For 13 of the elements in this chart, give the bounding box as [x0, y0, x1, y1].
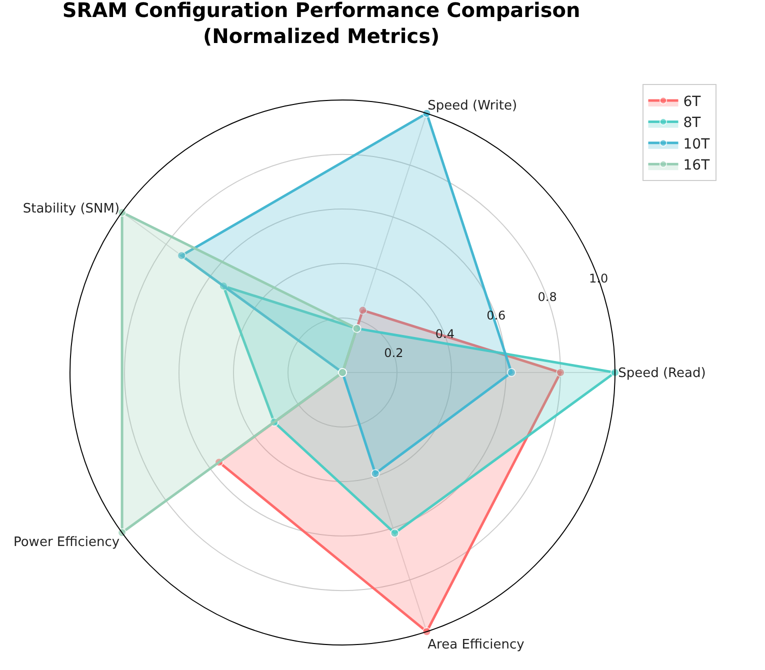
legend-label: 10T: [683, 136, 710, 152]
spoke-label: Speed (Read): [618, 366, 706, 382]
spoke-label: Speed (Write): [428, 98, 518, 114]
legend-label: 8T: [683, 115, 702, 132]
spoke-label: Area Efficiency: [428, 637, 525, 652]
y-tick-label: 0.2: [384, 346, 404, 360]
y-tick-label: 0.4: [435, 327, 454, 342]
chart-title: SRAM Configuration Performance Comparison (Normalized Metrics): [62, 0, 580, 48]
spoke-label: Power Efficiency: [13, 534, 120, 550]
legend-label: 6T: [683, 94, 702, 110]
legend-label: 16T: [683, 158, 710, 174]
y-tick-label: 0.8: [538, 290, 557, 304]
spoke-label: Stability (SNM): [22, 202, 120, 217]
